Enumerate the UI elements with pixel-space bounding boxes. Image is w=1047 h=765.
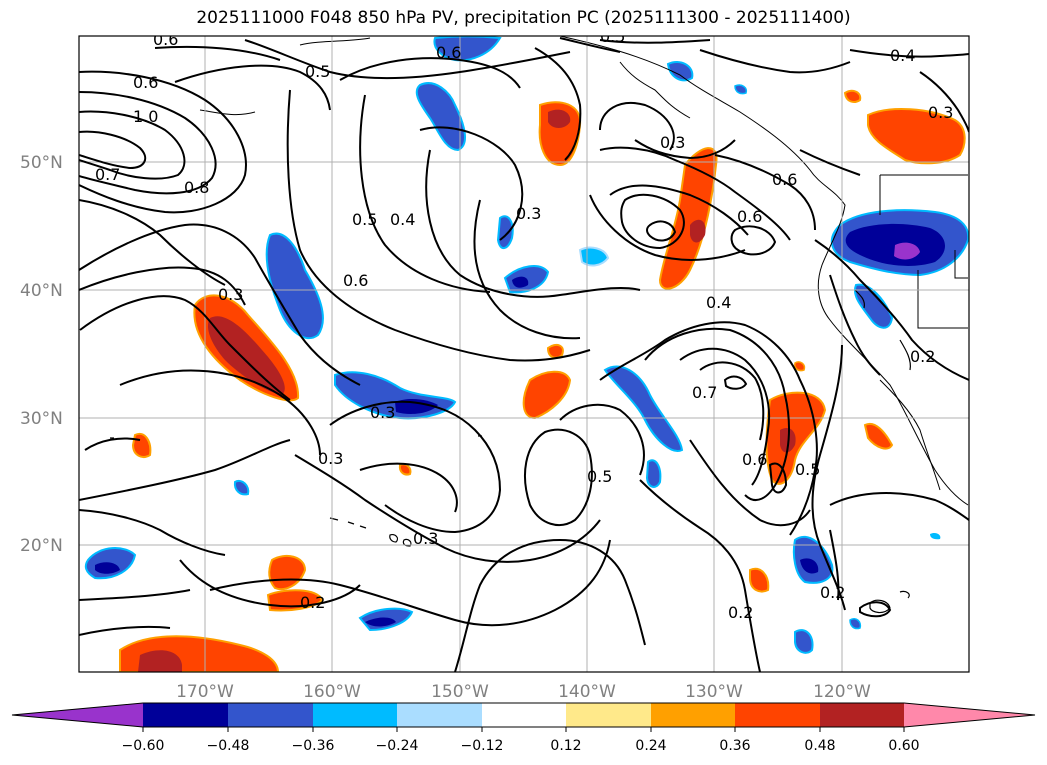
lon-label: 140°W [558, 682, 616, 702]
coastlines [199, 36, 969, 506]
lat-label: 50°N [20, 153, 63, 173]
contour-label: 1.0 [133, 107, 158, 126]
colorbar-tick: −0.24 [376, 738, 419, 754]
lat-label: 40°N [20, 281, 63, 301]
contour-label: 0.3 [218, 285, 243, 304]
precip-anomaly-shading [84, 36, 969, 672]
colorbar-tick: −0.36 [292, 738, 335, 754]
colorbar-segment [143, 703, 228, 727]
contour-label: 0.7 [692, 383, 717, 402]
colorbar-tick: 0.60 [888, 738, 919, 754]
contour-label: 0.5 [587, 467, 612, 486]
colorbar-tick: 0.24 [635, 738, 666, 754]
colorbar-tick: 0.48 [804, 738, 835, 754]
contour-label: 0.2 [820, 583, 845, 602]
colorbar-segment [313, 703, 397, 727]
colorbar-segment [820, 703, 904, 727]
contour-label: 0.3 [928, 103, 953, 122]
contour-label: 0.2 [728, 603, 753, 622]
contour-label: 0.6 [133, 73, 158, 92]
lon-label: 130°W [685, 682, 743, 702]
contour-label: 0.4 [390, 210, 415, 229]
contour-labels: 0.6 0.5 0.6 0.4 0.6 1.0 0.7 0.8 0.3 0.5 … [95, 27, 953, 622]
contour-label: 0.6 [737, 207, 762, 226]
lat-label: 30°N [20, 409, 63, 429]
contour-label: 0.8 [184, 178, 209, 197]
pv-contours [79, 37, 969, 672]
colorbar-extend-low [12, 703, 143, 727]
contour-label: 0.4 [890, 46, 915, 65]
lon-label: 150°W [431, 682, 489, 702]
colorbar-tick: −0.12 [461, 738, 504, 754]
contour-label: 0.2 [300, 593, 325, 612]
contour-label: 0.6 [742, 450, 767, 469]
contour-label: 0.6 [436, 43, 461, 62]
contour-label: 0.6 [772, 170, 797, 189]
longitude-labels: 170°W 160°W 150°W 140°W 130°W 120°W [176, 682, 871, 702]
colorbar-tick: −0.60 [122, 738, 165, 754]
contour-label: 0.3 [516, 204, 541, 223]
colorbar-segment [482, 703, 566, 727]
colorbar-segment [228, 703, 313, 727]
colorbar: −0.60 −0.48 −0.36 −0.24 −0.12 0.12 0.24 … [11, 702, 1036, 754]
contour-label: 0.3 [413, 529, 438, 548]
contour-label: 0.3 [370, 403, 395, 422]
lon-label: 170°W [176, 682, 234, 702]
colorbar-segment [566, 703, 651, 727]
colorbar-tick: 0.36 [719, 738, 750, 754]
colorbar-segment [397, 703, 482, 727]
map-title: 2025111000 F048 850 hPa PV, precipitatio… [196, 8, 851, 28]
contour-label: 0.2 [910, 347, 935, 366]
colorbar-tick: −0.48 [207, 738, 250, 754]
contour-label: 0.6 [153, 30, 178, 49]
contour-label: 0.6 [343, 271, 368, 290]
colorbar-extend-high [904, 703, 1035, 727]
contour-label: 0.5 [600, 27, 625, 46]
contour-label: 0.5 [352, 210, 377, 229]
contour-label: 0.5 [795, 460, 820, 479]
map-frame [78, 35, 970, 673]
colorbar-tick: 0.12 [550, 738, 581, 754]
contour-label: 0.3 [660, 133, 685, 152]
latitude-labels: 50°N 40°N 30°N 20°N [20, 153, 63, 556]
lat-label: 20°N [20, 536, 63, 556]
colorbar-segment [651, 703, 735, 727]
contour-label: 0.3 [318, 449, 343, 468]
lon-label: 160°W [303, 682, 361, 702]
map-panel: 0.6 0.5 0.6 0.4 0.6 1.0 0.7 0.8 0.3 0.5 … [79, 27, 969, 672]
lon-label: 120°W [813, 682, 871, 702]
contour-label: 0.4 [706, 293, 731, 312]
contour-label: 0.5 [305, 62, 330, 81]
contour-label: 0.7 [95, 165, 120, 184]
colorbar-segment [735, 703, 820, 727]
